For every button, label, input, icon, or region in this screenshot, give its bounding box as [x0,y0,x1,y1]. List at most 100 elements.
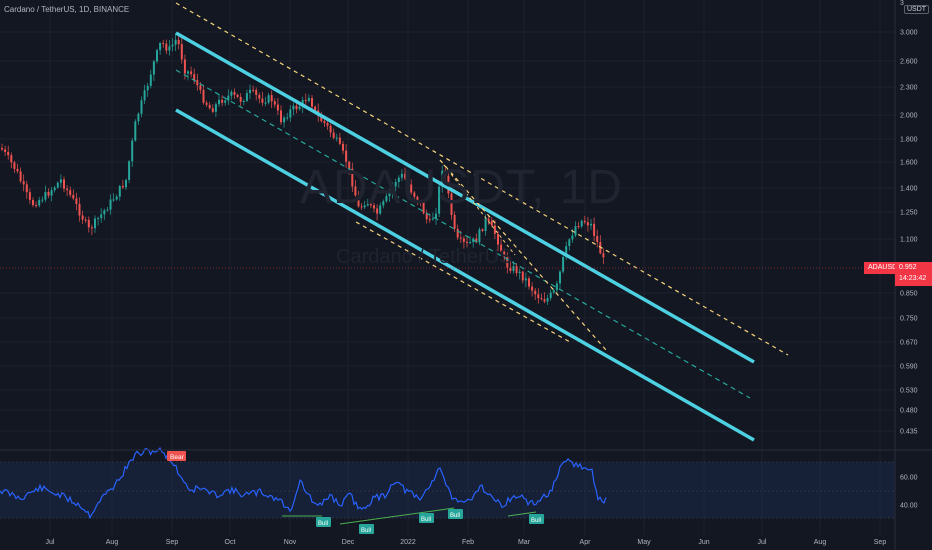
candle-body [103,210,106,215]
candle-body [245,93,248,101]
candle-body [224,100,227,103]
candle-body [159,43,162,51]
candle-body [255,89,258,95]
candle-body [128,161,131,180]
wedge-dashed-1[interactable] [439,159,607,351]
candle-body [242,100,245,102]
candle-body [112,199,115,201]
candle-body [236,94,239,97]
bull-label-3: Bull [419,513,434,523]
candle-body [549,292,552,299]
candle-body [289,109,292,118]
candle-body [447,175,450,194]
candle-body [16,168,19,172]
candle-body [590,223,592,226]
last-price-symbol: ADAUSDT [868,264,902,271]
rsi-pane [0,446,895,525]
divergence-line-3 [425,507,455,513]
candle-body [227,95,230,101]
candle-body [552,290,555,293]
candle-body [121,185,124,188]
candle-body [459,237,462,239]
candle-body [416,196,419,202]
candle-body [143,90,146,101]
wedge-dashed-2[interactable] [439,159,516,256]
price-tick-label: 1.600 [900,160,918,167]
candle-body [503,251,506,257]
channel-lower-line[interactable] [175,108,755,442]
candle-body [546,298,549,302]
candle-body [35,205,38,207]
candle-body [565,246,568,258]
candle-body [335,137,338,139]
chart-title[interactable]: Cardano / TetherUS, 1D, BINANCE [4,5,130,14]
candle-body [56,182,59,188]
bar-countdown: 14:23:42 [899,275,927,282]
candle-body [177,39,180,45]
channel-mid-line[interactable] [175,69,751,399]
date-tick-label: Jul [46,539,55,546]
candle-body [518,271,521,273]
price-tick-label: 3.000 [900,30,918,37]
price-tick-label: 1.800 [900,137,918,144]
candle-body [205,102,208,105]
trend-dashed-lower[interactable] [355,221,571,343]
price-tick-label: 0.530 [900,388,918,395]
candle-body [543,299,546,302]
candle-body [348,161,351,169]
trend-dashed-upper[interactable] [175,2,789,356]
date-tick-label: Sep [166,539,179,546]
candle-body [366,204,369,206]
bear-label: Bear [167,451,186,461]
bear-label-text: Bear [170,454,185,461]
candle-body [493,225,496,234]
candle-body [249,89,251,94]
candle-body [276,104,279,111]
candle-body [602,253,605,258]
price-axis[interactable]: 3.000 2.600 2.300 2.000 1.800 1.600 1.400 1.250… [900,30,918,436]
candle-body [583,220,586,223]
candle-body [323,121,326,124]
price-tick-label: 1.100 [900,237,918,244]
date-tick-label: Dec [342,539,355,546]
candle-body [22,181,25,185]
rsi-band [0,462,895,518]
price-tick-label: 0.750 [900,316,918,323]
currency-unit-badge[interactable]: USDT [904,5,930,14]
date-tick-label: Oct [225,539,236,546]
channel-upper-line[interactable] [175,31,755,364]
candle-body [75,198,78,204]
candle-body [475,238,478,243]
candle-body [84,219,87,221]
candle-body [342,143,344,151]
candle-body [270,95,273,102]
candle-body [376,208,379,214]
rsi-axis[interactable]: 60.00 40.00 [900,475,918,510]
candle-body [233,91,236,95]
svg-text:Bull: Bull [421,517,431,523]
candle-body [531,286,534,291]
price-tick-label: 0.435 [900,429,918,436]
candle-body [298,106,301,110]
candle-body [431,218,434,220]
candle-body [94,218,96,229]
candle-body [171,44,174,47]
candle-body [267,95,270,103]
candle-body [469,242,472,244]
candle-body [497,233,499,245]
candle-body [152,61,155,75]
candle-body [484,218,487,231]
candle-body [19,171,22,182]
candle-body [394,181,397,187]
candle-body [131,140,134,162]
candle-body [63,179,65,189]
candle-body [53,187,56,191]
last-price-value: 0.952 [899,264,917,271]
time-axis[interactable]: Jul Aug Sep Oct Nov Dec 2022 Feb Mar Apr May Jun Jul… [46,539,887,546]
price-tick-label: 0.590 [900,364,918,371]
rsi-tick-label: 60.00 [900,475,918,482]
candle-body [41,199,44,201]
candle-body [388,192,391,197]
candle-body [360,206,363,208]
